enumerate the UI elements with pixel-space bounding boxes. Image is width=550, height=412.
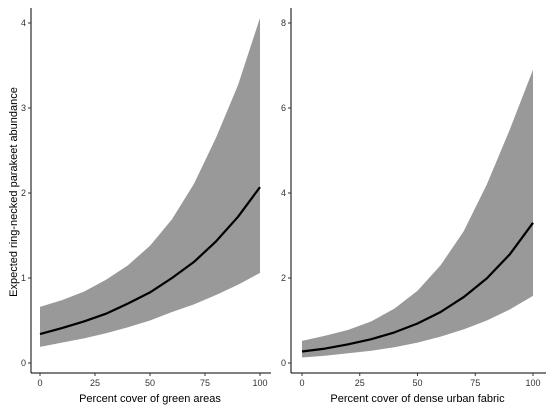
x-axis-title: Percent cover of green areas [79, 393, 221, 405]
y-tick-label: 0 [281, 358, 286, 368]
x-tick-label: 50 [145, 378, 155, 388]
y-tick-label: 2 [21, 188, 26, 198]
y-tick-label: 8 [281, 18, 286, 28]
y-tick-label: 0 [21, 358, 26, 368]
y-axis-title: Expected ring-necked parakeet abundance [8, 87, 20, 297]
y-tick-label: 3 [21, 103, 26, 113]
confidence-band [40, 17, 260, 347]
y-tick-label: 2 [281, 273, 286, 283]
x-tick-label: 100 [252, 378, 267, 388]
x-tick-label: 25 [355, 378, 365, 388]
y-tick-label: 1 [21, 273, 26, 283]
y-tick-label: 4 [281, 188, 286, 198]
x-tick-label: 75 [200, 378, 210, 388]
x-tick-label: 25 [90, 378, 100, 388]
x-tick-label: 0 [299, 378, 304, 388]
x-tick-label: 75 [470, 378, 480, 388]
x-axis-title: Percent cover of dense urban fabric [330, 393, 505, 405]
confidence-band [302, 69, 533, 358]
x-tick-label: 50 [412, 378, 422, 388]
y-tick-label: 6 [281, 103, 286, 113]
x-tick-label: 0 [37, 378, 42, 388]
y-tick-label: 4 [21, 18, 26, 28]
panel-dense-urban-fabric: 0 2 4 6 8 0 25 50 75 100 Percent cover of dense ur… [281, 8, 546, 405]
fitted-curve [301, 222, 534, 353]
fitted-curve [39, 186, 261, 336]
panel-green-areas: 0 1 2 3 4 0 25 50 75 100 Percent cover of green ar… [21, 8, 271, 405]
x-tick-label: 100 [525, 378, 540, 388]
